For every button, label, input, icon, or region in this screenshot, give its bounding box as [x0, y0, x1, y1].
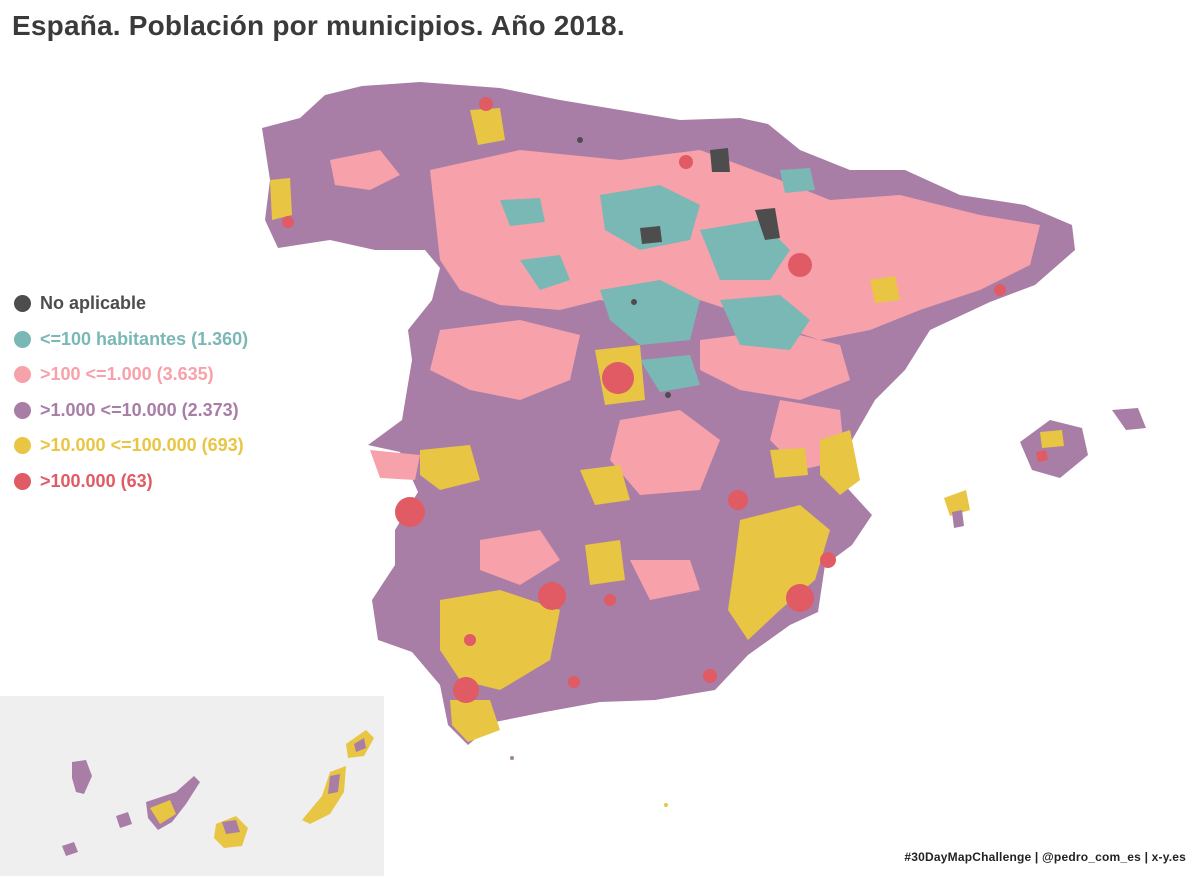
melilla [664, 803, 668, 807]
balearic-islands [944, 408, 1146, 528]
mallorca [1020, 420, 1088, 478]
legend-label: >10.000 <=100.000 (693) [40, 435, 244, 456]
legend-label: >100 <=1.000 (3.635) [40, 364, 214, 385]
legend-dot-icon [14, 366, 31, 384]
map-title: España. Población por municipios. Año 20… [12, 10, 625, 41]
legend-label: <=100 habitantes (1.360) [40, 328, 249, 349]
credits: #30DayMapChallenge | @pedro_com_es | x-y… [904, 850, 1186, 864]
legend-dot-icon [14, 401, 31, 419]
legend: No aplicable <=100 habitantes (1.360) >1… [14, 286, 248, 499]
legend-item-1000-10000: >1.000 <=10.000 (2.373) [14, 393, 248, 429]
legend-item-10000-100000: >10.000 <=100.000 (693) [14, 428, 248, 464]
canary-islands-inset [0, 696, 384, 876]
legend-item-up-to-100: <=100 habitantes (1.360) [14, 322, 248, 358]
legend-item-no-aplicable: No aplicable [14, 286, 248, 322]
tenerife [146, 776, 200, 830]
legend-dot-icon [14, 330, 31, 348]
municipalities-over-100000 [282, 97, 1006, 703]
la-palma [72, 760, 92, 794]
menorca [1112, 408, 1146, 430]
legend-label: >1.000 <=10.000 (2.373) [40, 399, 239, 420]
legend-label: No aplicable [40, 293, 147, 314]
municipalities-not-applicable [577, 137, 780, 398]
legend-dot-icon [14, 295, 31, 313]
canary-islands-map [62, 730, 374, 856]
legend-dot-icon [14, 437, 31, 455]
legend-label: >100.000 (63) [40, 470, 153, 491]
la-gomera [116, 812, 132, 828]
municipalities-10000-100000 [270, 108, 900, 742]
legend-item-100-1000: >100 <=1.000 (3.635) [14, 357, 248, 393]
legend-dot-icon [14, 472, 31, 490]
el-hierro [62, 842, 78, 856]
legend-item-over-100000: >100.000 (63) [14, 464, 248, 500]
ibiza [944, 490, 970, 516]
ceuta [510, 756, 514, 760]
